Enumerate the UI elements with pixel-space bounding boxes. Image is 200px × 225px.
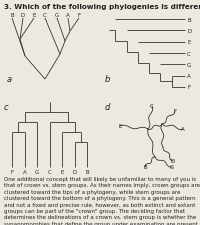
- Text: 3. Which of the following phylogenies is different from the other three?: 3. Which of the following phylogenies is…: [4, 4, 200, 10]
- Text: F: F: [173, 109, 177, 114]
- Text: G: G: [170, 165, 174, 170]
- Text: B: B: [187, 17, 191, 22]
- Text: E: E: [118, 124, 122, 129]
- Text: b: b: [105, 75, 110, 84]
- Text: d: d: [105, 103, 110, 112]
- Text: C: C: [187, 51, 191, 56]
- Text: B: B: [143, 165, 147, 170]
- Text: E: E: [60, 169, 64, 174]
- Text: D: D: [72, 169, 77, 174]
- Text: A: A: [181, 127, 185, 132]
- Text: B: B: [85, 169, 89, 174]
- Text: A: A: [23, 169, 26, 174]
- Text: F: F: [77, 13, 81, 18]
- Text: G: G: [55, 13, 59, 18]
- Text: E: E: [187, 40, 190, 45]
- Text: E: E: [32, 13, 36, 18]
- Text: c: c: [4, 103, 9, 112]
- Text: C: C: [48, 169, 51, 174]
- Text: G: G: [187, 63, 191, 68]
- Text: C: C: [150, 104, 154, 109]
- Text: G: G: [35, 169, 39, 174]
- Text: F: F: [187, 85, 190, 90]
- Text: F: F: [10, 169, 14, 174]
- Text: C: C: [43, 13, 47, 18]
- Text: B: B: [10, 13, 14, 18]
- Text: D: D: [187, 29, 191, 34]
- Text: A: A: [66, 13, 70, 18]
- Text: A: A: [187, 74, 191, 79]
- Text: One additional concept that will likely be unfamiliar to many of you is that of : One additional concept that will likely …: [4, 176, 200, 225]
- Text: D: D: [21, 13, 25, 18]
- Text: a: a: [7, 75, 12, 84]
- Text: D: D: [171, 159, 175, 164]
